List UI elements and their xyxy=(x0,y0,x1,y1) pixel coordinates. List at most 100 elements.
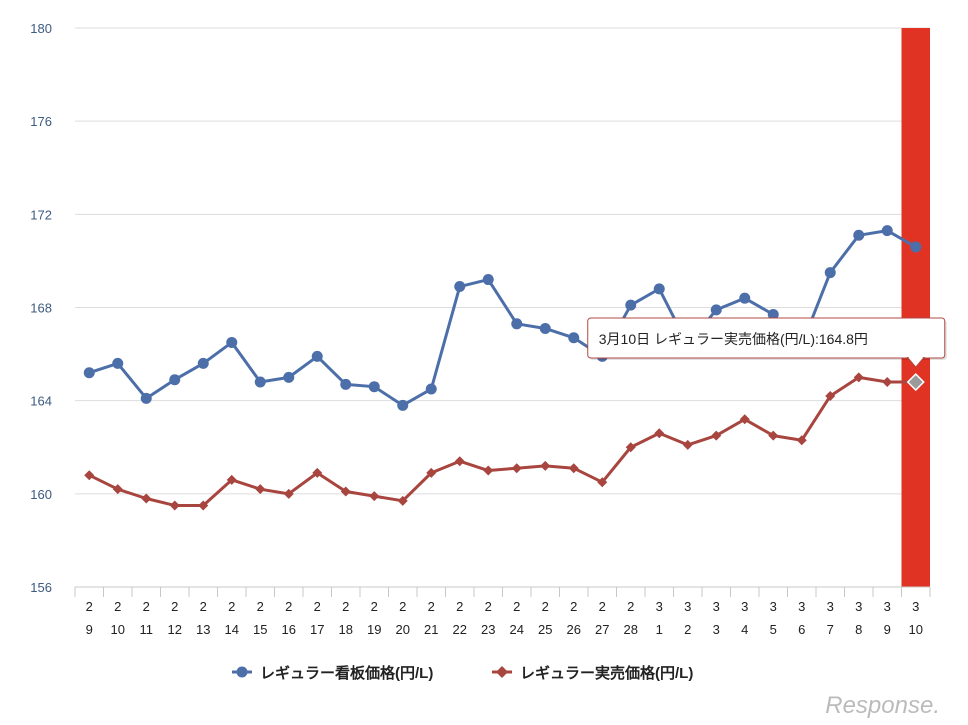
legend-item-1[interactable]: レギュラー看板価格(円/L) xyxy=(232,664,433,682)
x-tick-label: 3 xyxy=(912,599,919,614)
x-tick-label: 2 xyxy=(200,599,207,614)
data-point xyxy=(340,486,351,497)
x-tick-label: 2 xyxy=(570,599,577,614)
highlight-band xyxy=(901,28,930,587)
x-tick-label: 2 xyxy=(456,599,463,614)
legend-item-2[interactable]: レギュラー実売価格(円/L) xyxy=(492,664,693,682)
data-point xyxy=(311,350,323,362)
y-tick-label: 164 xyxy=(30,394,52,409)
x-tick-label: 28 xyxy=(624,622,638,637)
data-point xyxy=(283,488,294,499)
x-tick-label: 2 xyxy=(228,599,235,614)
x-tick-label: 17 xyxy=(310,622,324,637)
x-tick-label: 1 xyxy=(656,622,663,637)
x-tick-label: 2 xyxy=(114,599,121,614)
x-tick-label: 2 xyxy=(371,599,378,614)
data-point xyxy=(825,391,836,402)
x-tick-label: 2 xyxy=(485,599,492,614)
data-point xyxy=(767,308,779,320)
data-point xyxy=(568,332,580,344)
x-tick-label: 25 xyxy=(538,622,552,637)
x-tick-label: 21 xyxy=(424,622,438,637)
data-point xyxy=(739,292,751,304)
x-tick-label: 3 xyxy=(656,599,663,614)
data-point xyxy=(169,374,181,386)
y-tick-label: 168 xyxy=(30,301,52,316)
x-tick-label: 22 xyxy=(453,622,467,637)
data-point xyxy=(454,456,465,467)
legend-marker xyxy=(236,666,248,678)
x-tick-label: 11 xyxy=(140,622,154,637)
x-tick-label: 2 xyxy=(542,599,549,614)
y-tick-label: 172 xyxy=(30,207,52,222)
x-tick-label: 10 xyxy=(909,622,923,637)
x-tick-label: 20 xyxy=(396,622,410,637)
data-point xyxy=(226,336,238,348)
x-tick-label: 10 xyxy=(111,622,125,637)
x-tick-label: 18 xyxy=(339,622,353,637)
x-tick-label: 5 xyxy=(770,622,777,637)
data-point xyxy=(141,493,152,504)
y-tick-label: 156 xyxy=(30,580,52,595)
x-tick-label: 2 xyxy=(627,599,634,614)
tooltip-text: 3月10日 レギュラー実売価格(円/L):164.8円 xyxy=(599,331,868,347)
x-tick-label: 6 xyxy=(798,622,805,637)
data-point xyxy=(482,274,494,286)
data-point xyxy=(796,435,807,446)
data-point xyxy=(255,484,266,495)
x-tick-label: 26 xyxy=(567,622,581,637)
x-tick-label: 3 xyxy=(741,599,748,614)
legend-marker xyxy=(496,666,508,678)
x-tick-label: 13 xyxy=(196,622,210,637)
x-tick-label: 9 xyxy=(86,622,93,637)
data-point xyxy=(853,229,865,241)
data-point xyxy=(340,378,352,390)
data-point xyxy=(112,484,123,495)
data-point xyxy=(397,495,408,506)
tooltip-box xyxy=(587,317,946,359)
legend[interactable]: レギュラー看板価格(円/L) レギュラー実売価格(円/L) xyxy=(232,664,693,682)
series-line xyxy=(88,375,916,507)
data-point xyxy=(739,414,750,425)
x-tick-label: 23 xyxy=(481,622,495,637)
legend-label: レギュラー実売価格(円/L) xyxy=(520,664,693,682)
data-point xyxy=(568,463,579,474)
x-tick-label: 12 xyxy=(168,622,182,637)
data-point xyxy=(540,460,551,471)
x-tick-label: 3 xyxy=(798,599,805,614)
x-tick-label: 9 xyxy=(884,622,891,637)
legend-label: レギュラー看板価格(円/L) xyxy=(260,664,433,682)
data-point xyxy=(368,381,380,393)
highlight-point xyxy=(906,372,925,392)
data-point xyxy=(283,371,295,383)
x-tick-label: 4 xyxy=(741,622,748,637)
data-point xyxy=(397,399,409,411)
data-point xyxy=(711,430,722,441)
x-tick-label: 2 xyxy=(399,599,406,614)
x-tick-label: 3 xyxy=(855,599,862,614)
x-tick-label: 2 xyxy=(171,599,178,614)
x-tick-label: 14 xyxy=(225,622,239,637)
x-tick-label: 27 xyxy=(595,622,609,637)
data-point xyxy=(597,477,608,488)
x-tick-label: 3 xyxy=(713,622,720,637)
data-point xyxy=(483,465,494,476)
x-tick-label: 2 xyxy=(684,622,691,637)
x-axis: 2921021121221321421521621721821922022122… xyxy=(74,586,931,637)
x-tick-label: 2 xyxy=(314,599,321,614)
data-point xyxy=(454,281,466,293)
data-point xyxy=(197,357,209,369)
x-tick-label: 3 xyxy=(770,599,777,614)
data-point xyxy=(625,442,636,453)
y-axis: 180 176 172 168 164 160 156 xyxy=(30,21,52,595)
data-point xyxy=(140,392,152,404)
data-point xyxy=(312,467,323,478)
y-tick-label: 160 xyxy=(30,487,52,502)
x-tick-label: 2 xyxy=(513,599,520,614)
data-point xyxy=(768,430,779,441)
data-point xyxy=(882,377,893,388)
x-tick-label: 24 xyxy=(510,622,524,637)
data-point xyxy=(910,241,922,253)
data-point xyxy=(824,267,836,279)
